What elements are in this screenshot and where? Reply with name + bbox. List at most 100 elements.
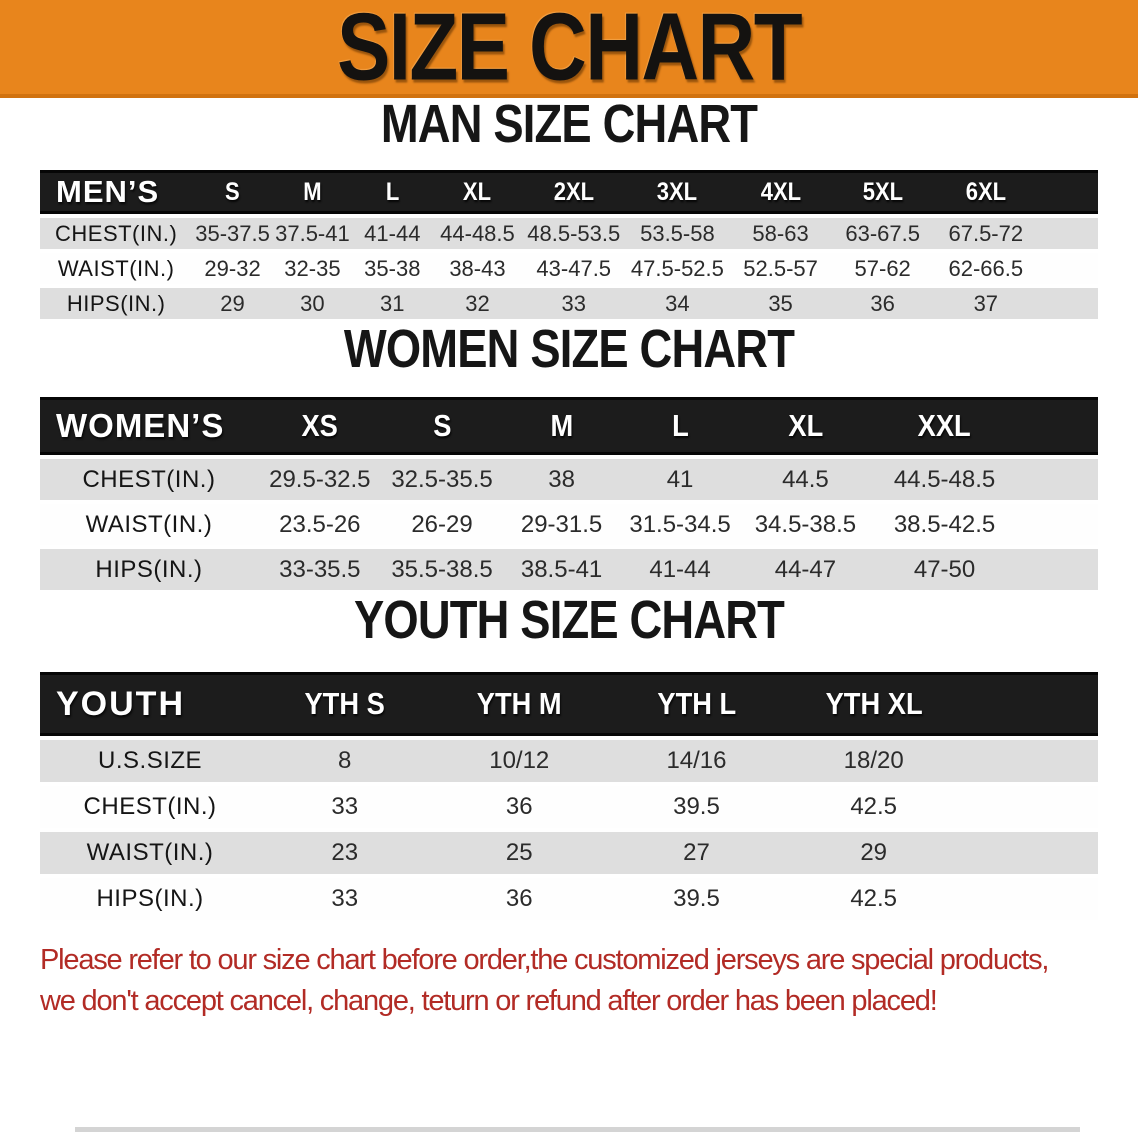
men-heading-text: MAN SIZE CHART: [380, 94, 758, 154]
disclaimer-line1: Please refer to our size chart before or…: [40, 944, 1049, 976]
size-column-header: XS: [257, 397, 382, 455]
size-value: 29-32: [192, 253, 273, 284]
size-value: 39.5: [609, 878, 784, 920]
size-value: 14/16: [609, 740, 784, 782]
size-value: 29.5-32.5: [257, 459, 382, 500]
row-label: HIPS(IN.): [40, 878, 261, 920]
size-value: 29: [192, 288, 273, 319]
size-value: 18/20: [783, 740, 964, 782]
size-value: 33: [522, 288, 626, 319]
size-value: 36: [429, 878, 610, 920]
size-value: 33: [260, 878, 430, 920]
row-spacer: [963, 832, 1098, 874]
size-value: 30: [272, 288, 353, 319]
size-column-header-text: 4XL: [760, 177, 801, 206]
size-column-header: XL: [432, 170, 523, 214]
size-value: 32.5-35.5: [381, 459, 503, 500]
measure-row: HIPS(IN.) 33 36 39.5 42.5: [40, 878, 1098, 920]
table-header-label: MEN’S: [40, 170, 193, 214]
size-value: 32-35: [272, 253, 353, 284]
size-column-header: 6XL: [933, 170, 1038, 214]
size-column-header-text: S: [225, 177, 240, 206]
size-value: 57-62: [831, 253, 934, 284]
size-value: 37: [933, 288, 1038, 319]
size-value: 44-48.5: [432, 218, 523, 249]
size-value: 41-44: [620, 549, 740, 590]
size-value: 43-47.5: [522, 253, 626, 284]
size-column-header: YTH M: [429, 672, 610, 736]
header-spacer: [1017, 397, 1098, 455]
size-value: 41: [620, 459, 740, 500]
size-value: 23: [260, 832, 430, 874]
size-column-header: XXL: [871, 397, 1018, 455]
women-heading-text: WOMEN SIZE CHART: [343, 319, 795, 379]
size-value: 42.5: [783, 878, 964, 920]
row-label: U.S.SIZE: [40, 740, 261, 782]
women-section: WOMEN SIZE CHART WOMEN’S XS S M L XL XXL CHEST(…: [0, 319, 1138, 594]
measure-row: WAIST(IN.) 23 25 27 29: [40, 832, 1098, 874]
size-value: 38: [502, 459, 621, 500]
size-column-header-text: XL: [463, 177, 492, 206]
size-value: 35.5-38.5: [381, 549, 503, 590]
measure-row: HIPS(IN.) 33-35.5 35.5-38.5 38.5-41 41-44 44-…: [40, 549, 1098, 590]
row-spacer: [1037, 253, 1098, 284]
size-value: 44.5-48.5: [871, 459, 1018, 500]
measure-row: HIPS(IN.) 29 30 31 32 33 34 35 36 37: [40, 288, 1098, 319]
size-value: 10/12: [429, 740, 610, 782]
row-label: CHEST(IN.): [40, 218, 193, 249]
size-column-header: YTH L: [609, 672, 784, 736]
size-column-header-text: XS: [301, 408, 339, 443]
size-value: 35-38: [352, 253, 433, 284]
size-value: 42.5: [783, 786, 964, 828]
size-column-header-text: M: [303, 177, 322, 206]
size-column-header: 4XL: [729, 170, 832, 214]
size-column-header: 5XL: [831, 170, 934, 214]
size-value: 58-63: [729, 218, 832, 249]
size-value: 48.5-53.5: [522, 218, 626, 249]
size-value: 63-67.5: [831, 218, 934, 249]
size-value: 44.5: [739, 459, 872, 500]
table-header-label-text: MEN’S: [56, 174, 160, 209]
size-column-header: M: [272, 170, 353, 214]
size-column-header: XL: [739, 397, 872, 455]
row-label: HIPS(IN.): [40, 288, 193, 319]
row-label: CHEST(IN.): [40, 459, 258, 500]
size-column-header: 3XL: [625, 170, 730, 214]
size-column-header-text: XXL: [918, 408, 972, 443]
measure-row: WAIST(IN.) 23.5-26 26-29 29-31.5 31.5-34.5 34…: [40, 504, 1098, 545]
size-column-header: YTH XL: [783, 672, 964, 736]
size-value: 34.5-38.5: [739, 504, 872, 545]
youth-size-table: YOUTH YTH S YTH M YTH L YTH XL U.S.SIZE 8 10/12…: [40, 668, 1098, 924]
size-value: 38.5-42.5: [871, 504, 1018, 545]
size-column-header-text: L: [671, 408, 689, 443]
men-heading: MAN SIZE CHART: [0, 94, 1138, 154]
women-size-table: WOMEN’S XS S M L XL XXL CHEST(IN.) 29.5-32.5 32.5…: [40, 393, 1098, 594]
size-column-header: YTH S: [260, 672, 430, 736]
size-column-header-text: 2XL: [553, 177, 594, 206]
size-column-header-text: L: [385, 177, 400, 206]
size-value: 32: [432, 288, 523, 319]
size-column-header-text: YTH S: [304, 686, 385, 721]
size-column-header-text: M: [550, 408, 573, 443]
size-value: 36: [429, 786, 610, 828]
row-spacer: [1017, 549, 1098, 590]
row-spacer: [963, 878, 1098, 920]
row-spacer: [1037, 288, 1098, 319]
men-section: MAN SIZE CHART MEN’S S M L XL 2XL 3XL 4XL 5XL 6XL…: [0, 94, 1138, 323]
size-column-header-text: 5XL: [862, 177, 903, 206]
size-value: 29: [783, 832, 964, 874]
youth-section: YOUTH SIZE CHART YOUTH YTH S YTH M YTH L YTH…: [0, 593, 1138, 924]
size-value: 47-50: [871, 549, 1018, 590]
size-column-header-text: S: [432, 408, 452, 443]
size-value: 31.5-34.5: [620, 504, 740, 545]
row-label: HIPS(IN.): [40, 549, 258, 590]
size-column-header-text: YTH L: [657, 686, 736, 721]
size-value: 33-35.5: [257, 549, 382, 590]
table-header-label: YOUTH: [40, 672, 261, 736]
size-value: 38.5-41: [502, 549, 621, 590]
row-label: WAIST(IN.): [40, 504, 258, 545]
size-value: 25: [429, 832, 610, 874]
size-value: 26-29: [381, 504, 503, 545]
banner-title-text: SIZE CHART: [337, 0, 803, 101]
size-value: 34: [625, 288, 730, 319]
